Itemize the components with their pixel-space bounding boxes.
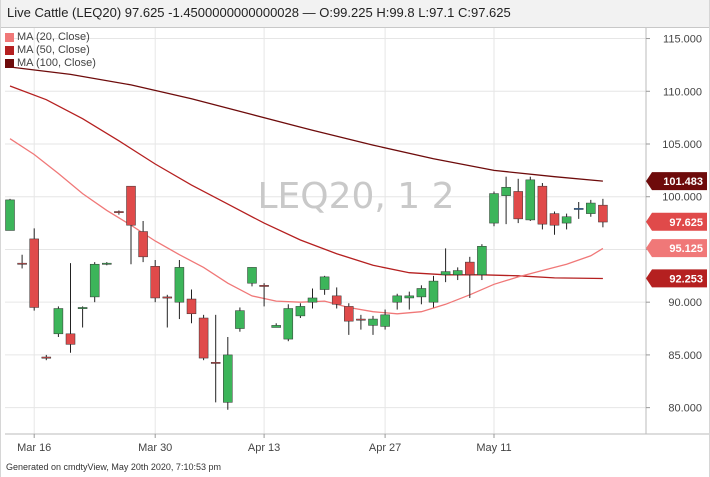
legend-swatch-ma50 bbox=[5, 46, 14, 55]
candle-body bbox=[198, 317, 209, 359]
candle-body bbox=[465, 261, 475, 276]
candle-body bbox=[89, 263, 100, 298]
candle-body bbox=[549, 213, 560, 226]
y-tick-label: 80.000 bbox=[668, 403, 702, 415]
candle-body bbox=[283, 308, 294, 340]
legend-swatch-ma100 bbox=[5, 59, 14, 68]
candle-body bbox=[452, 270, 463, 276]
candle-body bbox=[223, 354, 233, 403]
x-tick-label: Apr 27 bbox=[369, 442, 401, 454]
value-tag-label: 97.625 bbox=[669, 217, 703, 229]
candle-body bbox=[126, 185, 136, 226]
ma50-line bbox=[9, 85, 603, 280]
candle-body bbox=[102, 262, 112, 265]
candle-body bbox=[150, 266, 160, 299]
y-tick-label: 100.000 bbox=[662, 192, 702, 204]
candle-body bbox=[573, 208, 584, 210]
generated-footer: Generated on cmdtyView, May 20th 2020, 7… bbox=[6, 462, 221, 472]
candle-body bbox=[41, 356, 52, 359]
candle-body bbox=[331, 295, 342, 305]
candle-body bbox=[344, 306, 354, 322]
value-tag-ma100 bbox=[646, 172, 707, 191]
candle-body bbox=[77, 307, 88, 309]
candle-body bbox=[29, 238, 39, 308]
y-tick-label: 115.000 bbox=[663, 34, 702, 46]
candle-body bbox=[53, 308, 64, 335]
candle-body bbox=[5, 199, 15, 231]
value-tag-close bbox=[646, 212, 707, 231]
legend-item-ma100: MA (100, Close) bbox=[5, 57, 96, 70]
candle-body bbox=[271, 325, 281, 328]
candle-body bbox=[561, 216, 572, 224]
legend-label-ma100: MA (100, Close) bbox=[17, 57, 96, 69]
candle-body bbox=[138, 231, 148, 258]
chart-title: Live Cattle (LEQ20) 97.625 -1.4500000000… bbox=[7, 5, 511, 20]
candle-body bbox=[295, 306, 306, 317]
plot-area bbox=[5, 28, 646, 434]
candle-body bbox=[186, 298, 197, 315]
chart-watermark: LEQ20, 1 2 bbox=[257, 176, 454, 217]
value-tag-ma20 bbox=[646, 239, 707, 258]
candle-body bbox=[380, 314, 390, 327]
candle-body bbox=[17, 262, 27, 265]
candle-body bbox=[404, 295, 415, 299]
x-tick-label: Apr 13 bbox=[248, 442, 280, 454]
candle-body bbox=[428, 280, 439, 303]
chart-header: Live Cattle (LEQ20) 97.625 -1.4500000000… bbox=[1, 0, 709, 28]
value-tag-ma50 bbox=[646, 269, 707, 288]
candle-body bbox=[210, 362, 221, 364]
candle-body bbox=[416, 288, 427, 298]
candle-body bbox=[174, 267, 185, 303]
candle-body bbox=[598, 204, 608, 223]
candle-body bbox=[440, 271, 451, 276]
candle-body bbox=[586, 202, 596, 214]
legend-swatch-ma20 bbox=[5, 33, 14, 42]
candle-body bbox=[501, 186, 511, 196]
candle-body bbox=[477, 246, 487, 276]
legend-item-ma20: MA (20, Close) bbox=[5, 31, 96, 44]
x-tick-label: Mar 16 bbox=[17, 442, 51, 454]
chart-legend: MA (20, Close) MA (50, Close) MA (100, C… bbox=[5, 31, 96, 70]
x-tick-label: May 11 bbox=[476, 442, 511, 454]
legend-item-ma50: MA (50, Close) bbox=[5, 44, 96, 57]
candle-body bbox=[525, 179, 536, 221]
candle-body bbox=[247, 267, 257, 284]
candle-body bbox=[392, 295, 402, 303]
legend-label-ma20: MA (20, Close) bbox=[17, 31, 90, 43]
x-tick-label: Mar 30 bbox=[138, 442, 172, 454]
candle-body bbox=[537, 185, 548, 225]
candle-body bbox=[114, 211, 124, 213]
value-tag-label: 95.125 bbox=[669, 243, 703, 255]
candle-body bbox=[65, 333, 76, 345]
legend-label-ma50: MA (50, Close) bbox=[17, 44, 90, 56]
y-tick-label: 85.000 bbox=[668, 350, 702, 362]
candle-body bbox=[489, 193, 499, 224]
y-tick-label: 110.000 bbox=[663, 86, 702, 98]
value-tag-label: 101.483 bbox=[663, 176, 703, 188]
candle-body bbox=[162, 296, 173, 299]
y-tick-label: 105.000 bbox=[662, 139, 702, 151]
candle-body bbox=[235, 310, 245, 329]
ma100-line bbox=[9, 66, 603, 182]
candle-body bbox=[307, 297, 318, 303]
candle-body bbox=[259, 285, 269, 287]
candle-body bbox=[368, 318, 378, 326]
candle-body bbox=[513, 191, 523, 220]
candle-body bbox=[319, 276, 330, 290]
candle-body bbox=[356, 318, 366, 321]
y-tick-label: 90.000 bbox=[668, 297, 702, 309]
value-tag-label: 92.253 bbox=[669, 273, 703, 285]
